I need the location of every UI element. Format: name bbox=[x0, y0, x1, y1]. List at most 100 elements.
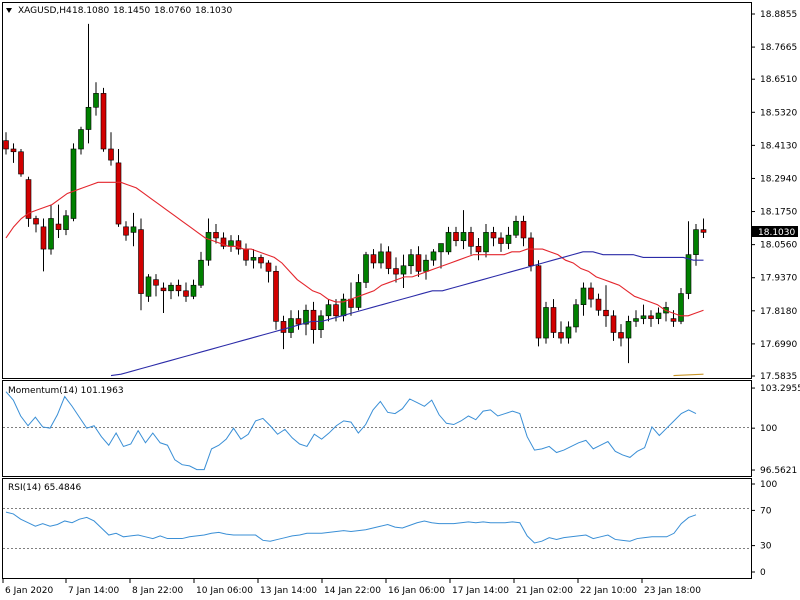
candle-body bbox=[633, 318, 639, 322]
candle-body bbox=[78, 129, 84, 150]
time-tick-label: 23 Jan 18:00 bbox=[644, 586, 701, 596]
candle-body bbox=[588, 287, 594, 300]
candle-body bbox=[325, 304, 332, 317]
candle-body bbox=[303, 309, 309, 325]
candle-body bbox=[288, 318, 294, 333]
triangle-down-icon bbox=[6, 8, 12, 13]
candle-body bbox=[273, 271, 279, 322]
price-tick-label: 17.8180 bbox=[760, 307, 797, 317]
candle-body bbox=[295, 318, 302, 325]
candle-body bbox=[438, 243, 444, 253]
candle-body bbox=[625, 321, 632, 339]
candle-body bbox=[310, 309, 317, 331]
price-tick-label: 18.4130 bbox=[760, 141, 797, 151]
candle-body bbox=[685, 254, 692, 294]
candle-body bbox=[498, 237, 504, 244]
time-tick-label: 22 Jan 10:00 bbox=[580, 586, 637, 596]
candle-body bbox=[385, 251, 392, 269]
candle-body bbox=[40, 226, 47, 250]
candle-body bbox=[190, 284, 197, 297]
candle-body bbox=[220, 237, 227, 247]
rsi-panel-frame bbox=[2, 478, 752, 579]
candle-body bbox=[693, 229, 699, 255]
time-tick-label: 6 Jan 2020 bbox=[5, 586, 53, 596]
candle-body bbox=[550, 307, 557, 333]
candle-body bbox=[415, 254, 422, 272]
price-tick-label: 18.5320 bbox=[760, 108, 797, 118]
time-tick-label: 16 Jan 06:00 bbox=[388, 586, 445, 596]
high-value: 18.1450 bbox=[113, 6, 150, 16]
moving-averages-group bbox=[5, 181, 704, 377]
candle-body bbox=[108, 148, 114, 161]
candle-body bbox=[430, 251, 437, 261]
candle-body bbox=[348, 298, 354, 308]
time-tick-label: 7 Jan 14:00 bbox=[68, 586, 120, 596]
candle-body bbox=[618, 332, 624, 339]
candle-body bbox=[10, 148, 17, 153]
candle-body bbox=[250, 257, 257, 261]
candle-body bbox=[123, 226, 129, 236]
candle-body bbox=[370, 254, 377, 264]
price-tick-label: 17.9370 bbox=[760, 274, 797, 284]
momentum-label: Momentum(14) 101.1963 bbox=[8, 386, 124, 396]
candle-body bbox=[130, 226, 137, 233]
price-axis: 18.8855 18.7665 18.6510 18.5320 18.4130 18.29… bbox=[751, 10, 797, 382]
candle-body bbox=[393, 268, 399, 275]
momentum-line bbox=[5, 391, 697, 471]
current-price-tag bbox=[752, 226, 798, 237]
candle-body bbox=[363, 254, 369, 283]
candle-body bbox=[138, 229, 144, 294]
time-tick-label: 14 Jan 22:00 bbox=[324, 586, 381, 596]
price-tick-label: 18.1750 bbox=[760, 208, 797, 218]
candle-body bbox=[168, 284, 174, 292]
candle-body bbox=[33, 218, 39, 225]
candle-body bbox=[258, 257, 264, 264]
candle-body bbox=[580, 287, 587, 305]
price-tick-label: 18.6510 bbox=[760, 75, 797, 85]
candle-body bbox=[3, 140, 9, 150]
ma-fast-line bbox=[5, 181, 704, 317]
candle-body bbox=[475, 245, 482, 253]
candle-body bbox=[678, 293, 684, 322]
candle-body bbox=[453, 232, 459, 242]
candle-body bbox=[355, 282, 362, 308]
price-tick-label: 18.0560 bbox=[760, 241, 797, 251]
candle-body bbox=[603, 309, 609, 317]
price-tick-label: 18.2940 bbox=[760, 174, 797, 184]
candle-body bbox=[100, 93, 107, 150]
symbol-label: XAGUSD,H4 bbox=[18, 6, 72, 16]
time-axis: 6 Jan 2020 7 Jan 14:00 8 Jan 22:00 10 Jan 0… bbox=[2, 579, 701, 596]
candles-group bbox=[3, 23, 707, 364]
close-value: 18.1030 bbox=[195, 6, 232, 16]
candle-body bbox=[18, 151, 24, 175]
candle-body bbox=[565, 326, 572, 339]
main-panel-frame bbox=[2, 2, 752, 379]
rsi-tick-label: 30 bbox=[760, 542, 772, 552]
candle-body bbox=[235, 240, 242, 250]
momentum-tick-label: 100 bbox=[760, 424, 777, 434]
candle-body bbox=[153, 279, 159, 286]
candle-body bbox=[520, 220, 527, 239]
price-tick-label: 18.8855 bbox=[760, 10, 797, 20]
candle-body bbox=[85, 106, 92, 130]
price-tick-label: 18.7665 bbox=[760, 43, 797, 53]
candle-body bbox=[543, 307, 549, 339]
candle-body bbox=[280, 321, 287, 333]
candle-body bbox=[460, 232, 467, 242]
candle-body bbox=[558, 332, 564, 339]
candle-body bbox=[228, 240, 234, 247]
candle-body bbox=[483, 232, 489, 253]
candle-body bbox=[423, 259, 429, 272]
candle-body bbox=[243, 248, 249, 261]
open-value: 18.1080 bbox=[72, 6, 109, 16]
rsi-tick-label: 100 bbox=[760, 480, 777, 490]
candle-body bbox=[115, 162, 122, 225]
candle-body bbox=[145, 276, 152, 297]
candle-body bbox=[400, 265, 407, 275]
momentum-tick-label: 96.5621 bbox=[760, 466, 797, 476]
current-price-label: 18.1030 bbox=[758, 228, 795, 238]
rsi-label: RSI(14) 65.4846 bbox=[8, 483, 81, 493]
candle-body bbox=[640, 315, 647, 319]
candle-body bbox=[70, 148, 77, 219]
candle-body bbox=[445, 232, 452, 253]
